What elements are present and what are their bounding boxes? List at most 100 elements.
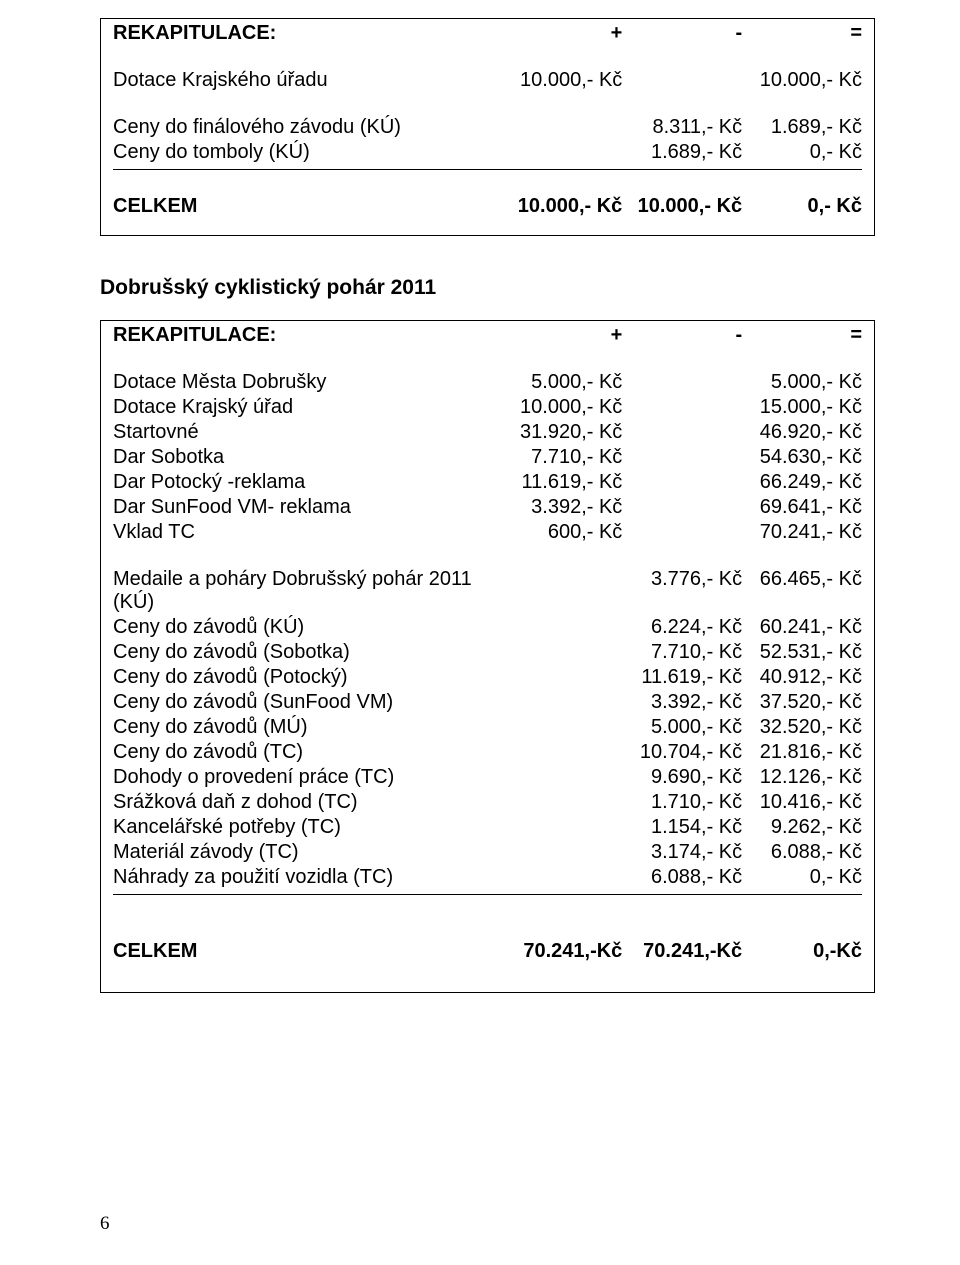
row-c2 [502,765,622,790]
row-label: Materiál závody (TC) [113,840,502,865]
row-label: Ceny do závodů (KÚ) [113,615,502,640]
table-row: Ceny do závodů (Sobotka)7.710,- Kč52.531… [113,640,862,665]
table-row: Medaile a poháry Dobrušský pohár 2011 (K… [113,567,862,615]
row-c2: 10.000,- Kč [502,395,622,420]
total-c2: 70.241,-Kč [502,939,622,964]
table-row: Startovné31.920,- Kč46.920,- Kč [113,420,862,445]
row-c4: 9.262,- Kč [742,815,862,840]
table-row: Ceny do finálového závodu (KÚ) 8.311,- K… [113,115,862,140]
row-c3 [622,495,742,520]
recap1-header-minus: - [622,21,742,46]
row-c4: 52.531,- Kč [742,640,862,665]
row-c4: 46.920,- Kč [742,420,862,445]
row-c2 [502,615,622,640]
recap2-header-minus: - [622,323,742,348]
total-c3: 10.000,- Kč [622,194,742,219]
row-c2: 5.000,- Kč [502,370,622,395]
row-c3: 8.311,- Kč [622,115,742,140]
table-row: Ceny do závodů (SunFood VM)3.392,- Kč37.… [113,690,862,715]
recap2-header-plus: + [502,323,622,348]
section-title: Dobrušský cyklistický pohár 2011 [100,276,875,300]
recap-table-1: REKAPITULACE: + - = Dotace Krajského úřa… [113,21,862,219]
row-c2 [502,690,622,715]
row-c2 [502,840,622,865]
row-label: Dar Sobotka [113,445,502,470]
row-c2: 11.619,- Kč [502,470,622,495]
row-label: Dohody o provedení práce (TC) [113,765,502,790]
row-c3 [622,445,742,470]
row-c3: 7.710,- Kč [622,640,742,665]
row-c2 [502,665,622,690]
row-c2: 31.920,- Kč [502,420,622,445]
row-label: Ceny do finálového závodu (KÚ) [113,115,502,140]
row-label: Kancelářské potřeby (TC) [113,815,502,840]
table-row: Dar SunFood VM- reklama3.392,- Kč69.641,… [113,495,862,520]
table-row: Vklad TC600,- Kč 70.241,- Kč [113,520,862,545]
row-c2 [502,140,622,165]
row-c3: 10.704,- Kč [622,740,742,765]
row-label: Ceny do tomboly (KÚ) [113,140,502,165]
row-c4: 21.816,- Kč [742,740,862,765]
divider [113,894,862,895]
row-c4: 0,- Kč [742,865,862,890]
row-label: Náhrady za použití vozidla (TC) [113,865,502,890]
row-c4: 70.241,- Kč [742,520,862,545]
row-c4: 40.912,- Kč [742,665,862,690]
row-c4: 5.000,- Kč [742,370,862,395]
page-number: 6 [100,1213,110,1235]
table-row: Ceny do tomboly (KÚ) 1.689,- Kč 0,- Kč [113,140,862,165]
row-c4: 66.465,- Kč [742,567,862,615]
table-row: Dotace Města Dobrušky5.000,- Kč5.000,- K… [113,370,862,395]
recap1-header-label: REKAPITULACE: [113,21,502,46]
table-row: Ceny do závodů (KÚ) 6.224,- Kč60.241,- Kč [113,615,862,640]
row-c4: 10.416,- Kč [742,790,862,815]
table-row: Dotace Krajského úřadu 10.000,- Kč 10.00… [113,68,862,93]
row-label: Srážková daň z dohod (TC) [113,790,502,815]
row-c4: 69.641,- Kč [742,495,862,520]
row-c3 [622,370,742,395]
row-c4: 37.520,- Kč [742,690,862,715]
row-label: Ceny do závodů (TC) [113,740,502,765]
table-row: Ceny do závodů (Potocký)11.619,- Kč40.91… [113,665,862,690]
row-c4: 15.000,- Kč [742,395,862,420]
row-c2: 7.710,- Kč [502,445,622,470]
row-label: Dotace Města Dobrušky [113,370,502,395]
row-c3: 1.710,- Kč [622,790,742,815]
row-c4: 6.088,- Kč [742,840,862,865]
row-label: Ceny do závodů (SunFood VM) [113,690,502,715]
row-c3 [622,520,742,545]
row-c2 [502,790,622,815]
row-label: Ceny do závodů (MÚ) [113,715,502,740]
recap-table-2: REKAPITULACE: + - = Dotace Města Dobrušk… [113,323,862,964]
row-c2: 600,- Kč [502,520,622,545]
table-row: Materiál závody (TC) 3.174,- Kč6.088,- Kč [113,840,862,865]
total-c2: 10.000,- Kč [502,194,622,219]
row-c3: 11.619,- Kč [622,665,742,690]
table-row: Dohody o provedení práce (TC)9.690,- Kč1… [113,765,862,790]
divider [113,169,862,170]
row-c3 [622,470,742,495]
total-c3: 70.241,-Kč [622,939,742,964]
row-c3: 1.689,- Kč [622,140,742,165]
row-c3: 6.224,- Kč [622,615,742,640]
row-label: Dotace Krajský úřad [113,395,502,420]
row-label: Vklad TC [113,520,502,545]
row-c4: 60.241,- Kč [742,615,862,640]
row-c4: 1.689,- Kč [742,115,862,140]
row-c2 [502,640,622,665]
table-row: Dotace Krajský úřad10.000,- Kč 15.000,- K… [113,395,862,420]
row-c4: 66.249,- Kč [742,470,862,495]
total-c4: 0,- Kč [742,194,862,219]
recap-box-2: REKAPITULACE: + - = Dotace Města Dobrušk… [100,320,875,993]
row-c2 [502,740,622,765]
table-row: Náhrady za použití vozidla (TC)6.088,- K… [113,865,862,890]
row-c3: 3.174,- Kč [622,840,742,865]
row-c2 [502,567,622,615]
total-label: CELKEM [113,194,502,219]
row-c2 [502,815,622,840]
row-label: Dar SunFood VM- reklama [113,495,502,520]
row-c4: 12.126,- Kč [742,765,862,790]
recap2-header-eq: = [742,323,862,348]
row-c2 [502,865,622,890]
row-c3: 5.000,- Kč [622,715,742,740]
